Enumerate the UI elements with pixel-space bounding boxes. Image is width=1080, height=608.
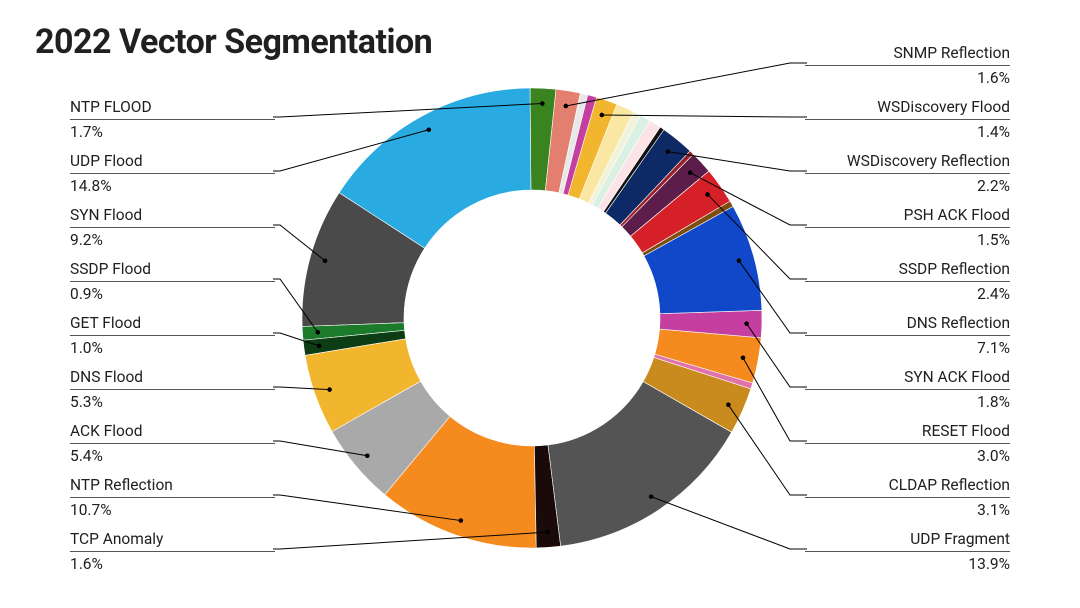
label-divider	[70, 443, 275, 444]
label-pct: 7.1%	[805, 338, 1010, 356]
chart-label: SSDP Flood 0.9%	[70, 261, 275, 303]
label-divider	[805, 335, 1010, 336]
label-pct: 14.8%	[70, 176, 275, 194]
label-divider	[70, 389, 275, 390]
label-pct: 5.3%	[70, 392, 275, 410]
chart-label: WSDiscovery Reflection 2.2%	[805, 153, 1010, 195]
label-pct: 1.7%	[70, 122, 275, 140]
label-pct: 2.4%	[805, 284, 1010, 302]
label-name: WSDiscovery Flood	[805, 99, 1010, 117]
label-name: WSDiscovery Reflection	[805, 153, 1010, 171]
label-divider	[70, 551, 275, 552]
label-divider	[70, 281, 275, 282]
chart-label: NTP FLOOD 1.7%	[70, 99, 275, 141]
label-divider	[70, 335, 275, 336]
label-pct: 3.0%	[805, 446, 1010, 464]
label-name: SYN Flood	[70, 207, 275, 225]
chart-label: NTP Reflection 10.7%	[70, 477, 275, 519]
label-divider	[70, 497, 275, 498]
label-pct: 1.8%	[805, 392, 1010, 410]
label-pct: 13.9%	[805, 554, 1010, 572]
label-name: SSDP Reflection	[805, 261, 1010, 279]
label-name: DNS Flood	[70, 369, 275, 387]
chart-label: SYN Flood 9.2%	[70, 207, 275, 249]
label-name: PSH ACK Flood	[805, 207, 1010, 225]
label-divider	[805, 551, 1010, 552]
chart-label: DNS Reflection 7.1%	[805, 315, 1010, 357]
label-divider	[805, 173, 1010, 174]
label-name: UDP Flood	[70, 153, 275, 171]
label-divider	[805, 389, 1010, 390]
label-pct: 1.4%	[805, 122, 1010, 140]
label-pct: 2.2%	[805, 176, 1010, 194]
chart-label: WSDiscovery Flood 1.4%	[805, 99, 1010, 141]
label-name: SNMP Reflection	[805, 45, 1010, 63]
chart-label: UDP Fragment 13.9%	[805, 531, 1010, 573]
leader-line	[651, 497, 807, 549]
label-name: GET Flood	[70, 315, 275, 333]
label-name: CLDAP Reflection	[805, 477, 1010, 495]
chart-label: TCP Anomaly 1.6%	[70, 531, 275, 573]
label-pct: 1.6%	[70, 554, 275, 572]
label-name: NTP FLOOD	[70, 99, 275, 117]
label-pct: 5.4%	[70, 446, 275, 464]
leader-line	[566, 63, 807, 106]
leader-dot	[317, 344, 322, 349]
label-divider	[70, 173, 275, 174]
label-pct: 9.2%	[70, 230, 275, 248]
chart-label: SSDP Reflection 2.4%	[805, 261, 1010, 303]
label-divider	[805, 119, 1010, 120]
label-pct: 1.5%	[805, 230, 1010, 248]
label-name: SSDP Flood	[70, 261, 275, 279]
label-divider	[805, 65, 1010, 66]
label-pct: 0.9%	[70, 284, 275, 302]
label-divider	[805, 281, 1010, 282]
label-name: SYN ACK Flood	[805, 369, 1010, 387]
chart-label: RESET Flood 3.0%	[805, 423, 1010, 465]
chart-label: PSH ACK Flood 1.5%	[805, 207, 1010, 249]
label-name: UDP Fragment	[805, 531, 1010, 549]
label-pct: 3.1%	[805, 500, 1010, 518]
label-divider	[70, 119, 275, 120]
label-name: RESET Flood	[805, 423, 1010, 441]
label-divider	[805, 227, 1010, 228]
label-name: DNS Reflection	[805, 315, 1010, 333]
chart-label: UDP Flood 14.8%	[70, 153, 275, 195]
chart-label: SNMP Reflection 1.6%	[805, 45, 1010, 87]
label-pct: 1.0%	[70, 338, 275, 356]
label-pct: 1.6%	[805, 68, 1010, 86]
label-name: TCP Anomaly	[70, 531, 275, 549]
chart-label: DNS Flood 5.3%	[70, 369, 275, 411]
label-name: NTP Reflection	[70, 477, 275, 495]
label-divider	[70, 227, 275, 228]
leader-line	[728, 405, 807, 495]
label-pct: 10.7%	[70, 500, 275, 518]
chart-label: GET Flood 1.0%	[70, 315, 275, 357]
chart-label: ACK Flood 5.4%	[70, 423, 275, 465]
label-name: ACK Flood	[70, 423, 275, 441]
chart-label: CLDAP Reflection 3.1%	[805, 477, 1010, 519]
chart-label: SYN ACK Flood 1.8%	[805, 369, 1010, 411]
label-divider	[805, 497, 1010, 498]
label-divider	[805, 443, 1010, 444]
